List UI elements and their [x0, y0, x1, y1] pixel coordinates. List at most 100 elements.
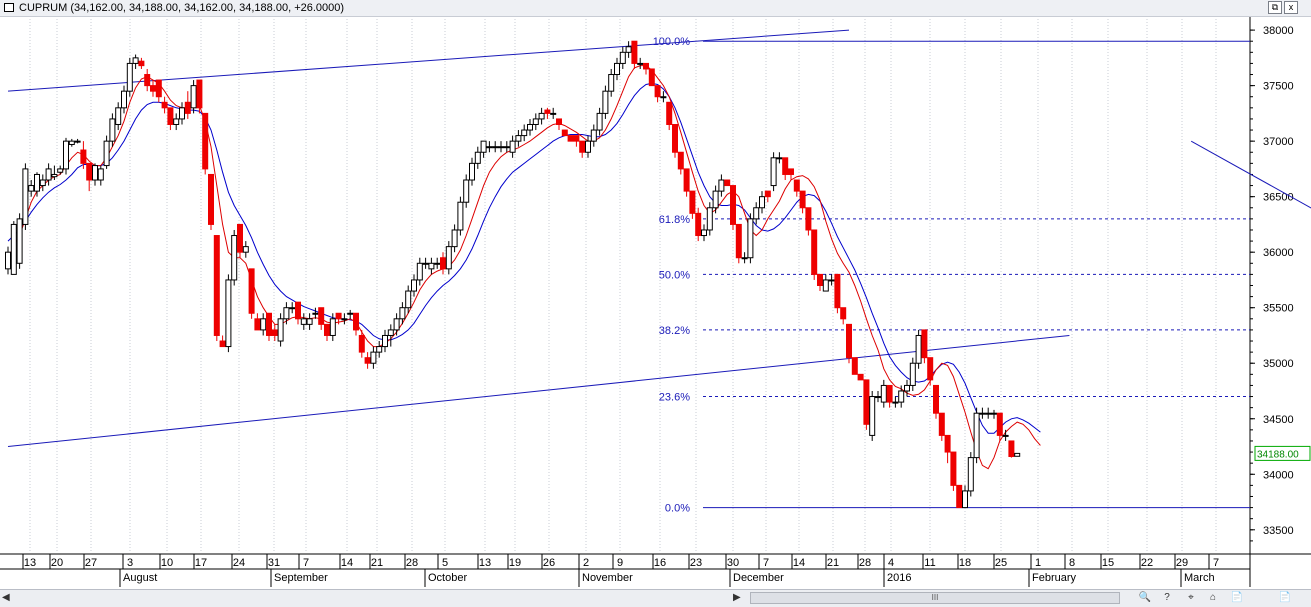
candle-body	[138, 60, 145, 67]
x-day-label: 14	[341, 557, 353, 569]
candle-body	[347, 312, 354, 315]
fib-level-label: 100.0%	[653, 36, 691, 48]
candle-body	[242, 246, 249, 253]
candle-body	[463, 179, 470, 203]
candle-body	[550, 112, 557, 115]
x-day-label: 2	[583, 557, 589, 569]
candle-body	[985, 412, 992, 415]
candle-body	[167, 107, 174, 125]
candle-body	[190, 85, 197, 109]
candle-body	[602, 90, 609, 114]
x-day-label: 28	[859, 557, 871, 569]
candle-body	[289, 307, 296, 310]
x-day-label: 1	[1035, 557, 1041, 569]
page-icon-2[interactable]: 📄	[1278, 592, 1292, 603]
candle-body	[51, 173, 58, 178]
candle-body	[730, 185, 736, 225]
scroll-right-icon[interactable]: ▶	[733, 592, 741, 603]
chart-window-icon	[4, 3, 14, 12]
candle-body	[277, 318, 284, 342]
x-month-label: October	[428, 572, 467, 584]
candle-body	[654, 85, 661, 98]
candle-body	[399, 307, 406, 320]
candle-body	[660, 96, 667, 99]
candle-body	[405, 290, 412, 309]
candle-body	[793, 179, 800, 192]
x-month-label: September	[274, 572, 328, 584]
candle-body	[271, 329, 278, 336]
zoom-icon[interactable]: 🔍	[1138, 592, 1152, 603]
candle-body	[260, 318, 267, 331]
page-icon[interactable]: 📄	[1230, 592, 1244, 603]
x-day-label: 31	[268, 557, 280, 569]
candle-body	[875, 396, 881, 399]
candle-body	[225, 279, 232, 348]
scroll-left-icon[interactable]: ◀	[2, 592, 10, 603]
help-icon[interactable]: ?	[1164, 592, 1170, 603]
candle-body	[718, 179, 725, 192]
candle-body	[28, 185, 35, 192]
candle-body	[648, 68, 655, 87]
candle-body	[817, 273, 823, 287]
fib-level-label: 61.8%	[659, 214, 690, 226]
candle-body	[231, 235, 238, 281]
candle-body	[202, 112, 209, 170]
candle-body	[434, 262, 441, 265]
candle-body	[68, 140, 75, 145]
candle-body	[637, 62, 644, 65]
scroll-thumb[interactable]: III	[750, 592, 1120, 604]
x-day-label: 4	[888, 557, 894, 569]
fib-level-label: 38.2%	[659, 325, 690, 337]
candle-body	[80, 149, 87, 164]
candle-body	[440, 257, 446, 270]
candle-body	[950, 451, 957, 486]
candle-body	[213, 235, 220, 336]
candle-body	[474, 151, 481, 164]
candle-body	[933, 384, 939, 414]
candle-body	[741, 257, 748, 260]
x-month-label: August	[123, 572, 157, 584]
candle-body	[840, 307, 847, 320]
candle-body	[799, 190, 806, 209]
candle-body	[457, 201, 464, 231]
candle-body	[979, 412, 986, 415]
candle-body	[1008, 440, 1015, 458]
candle-body	[387, 329, 394, 336]
candle-body	[63, 140, 69, 170]
y-tick-label: 35500	[1263, 303, 1294, 315]
close-button[interactable]: x	[1284, 1, 1298, 14]
candle-body	[776, 157, 783, 160]
crosshair-icon[interactable]: ⌖	[1188, 592, 1194, 603]
candle-body	[689, 190, 696, 214]
candle-body	[590, 129, 597, 142]
x-day-label: 21	[371, 557, 383, 569]
y-tick-label: 34500	[1263, 414, 1294, 426]
x-day-label: 7	[303, 557, 309, 569]
candle-body	[515, 135, 522, 142]
x-day-label: 3	[127, 557, 133, 569]
candle-body	[428, 262, 435, 270]
price-chart[interactable]: 33500 34000 34500 35000 35500 36000 36500 37000…	[0, 17, 1311, 589]
candle-body	[10, 223, 17, 275]
chart-scrollbar[interactable]: ◀ ▶ III 🔍 ? ⌖ ⌂ 📄 📄	[0, 589, 1311, 607]
candle-body	[724, 179, 731, 187]
candle-body	[973, 412, 980, 459]
x-day-label: 5	[442, 557, 448, 569]
x-day-label: 18	[959, 557, 971, 569]
candle-body	[915, 334, 922, 364]
x-day-label: 25	[995, 557, 1007, 569]
restore-button[interactable]: ⧉	[1268, 1, 1282, 14]
candle-body	[150, 85, 156, 92]
candle-body	[184, 101, 191, 114]
candle-body	[144, 74, 151, 87]
home-icon[interactable]: ⌂	[1209, 592, 1217, 603]
candle-body	[5, 251, 11, 270]
candle-body	[672, 123, 678, 153]
candle-body	[416, 262, 423, 281]
candle-body	[538, 112, 545, 120]
candle-body	[712, 190, 719, 209]
candle-body	[208, 173, 214, 225]
candle-body	[735, 223, 742, 259]
y-tick-label: 38000	[1263, 25, 1294, 37]
x-day-label: 22	[1141, 557, 1153, 569]
